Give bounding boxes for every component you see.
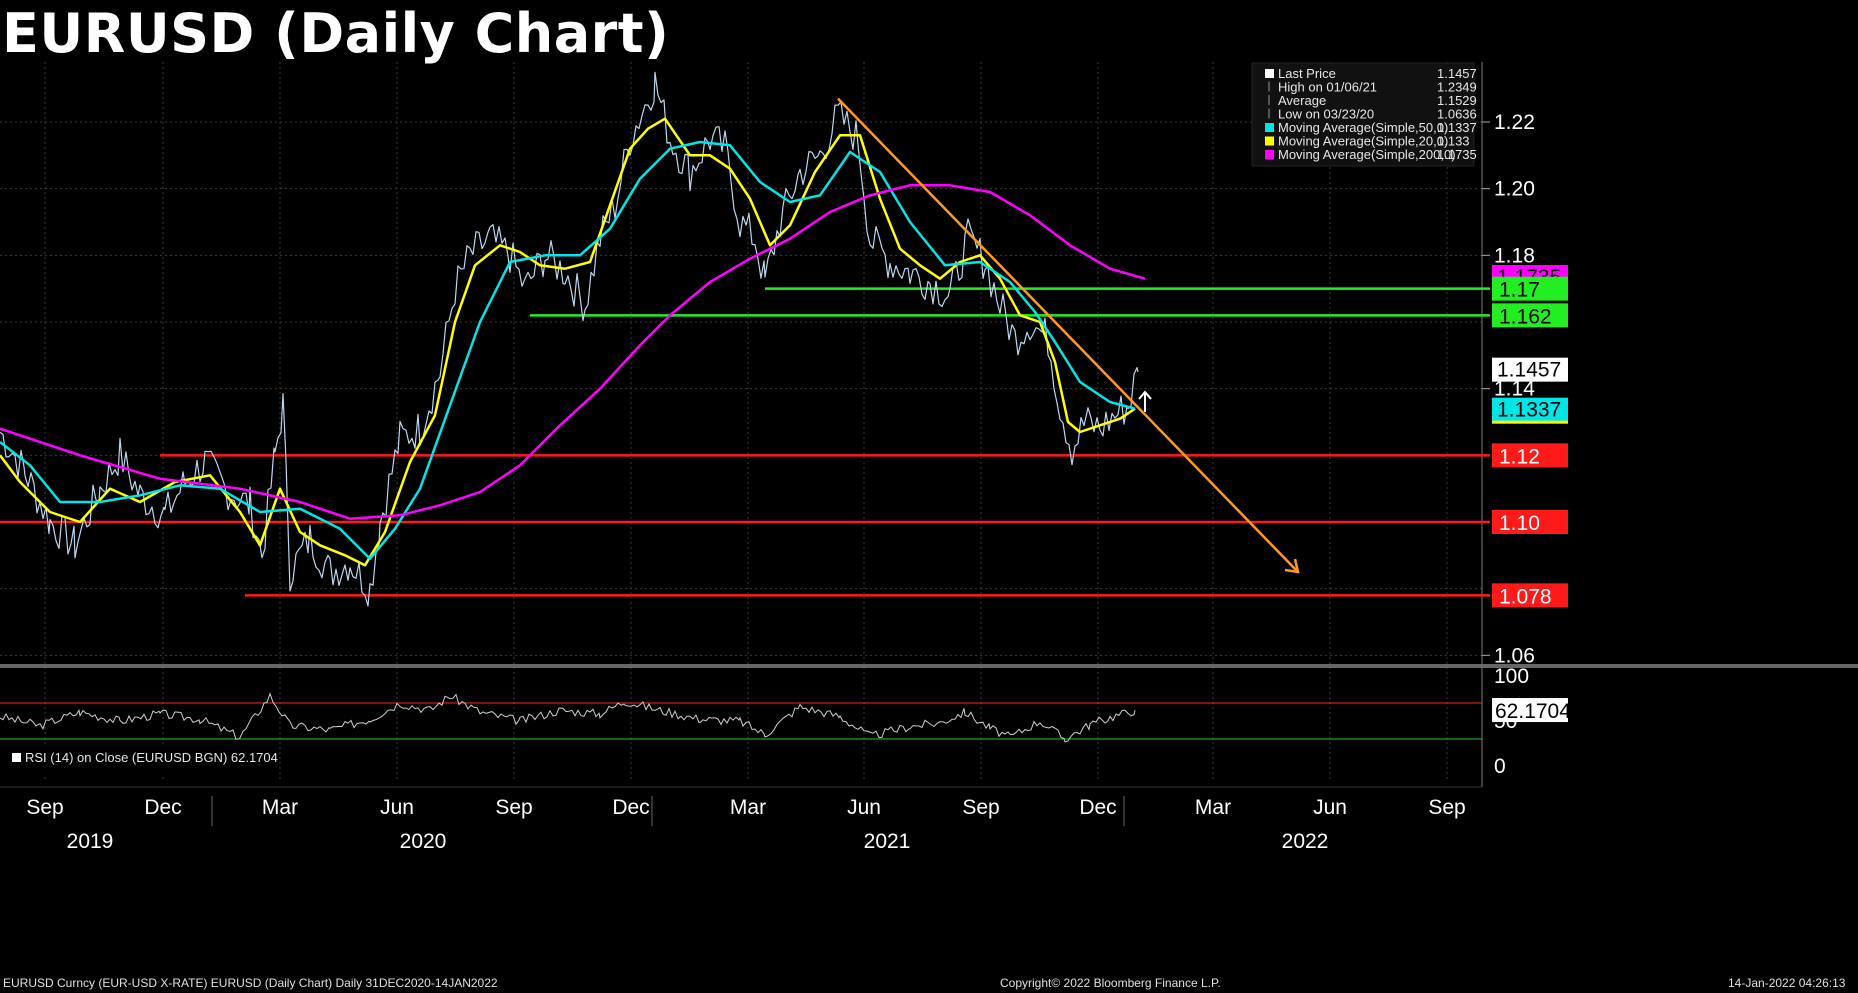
legend-swatch-4 — [1265, 123, 1274, 132]
trendline-arrowhead — [1284, 558, 1300, 574]
month-label-2: Mar — [262, 796, 298, 819]
legend-value-2: 1.1529 — [1437, 93, 1477, 108]
legend-value-0: 1.1457 — [1437, 66, 1477, 81]
level-tag-1-bg — [1492, 303, 1568, 328]
series-moving-average-simple-50-0- — [0, 140, 1136, 560]
level-tag-4-text: 1.078 — [1499, 585, 1552, 608]
ytick-label-4: 1.06 — [1494, 644, 1535, 667]
support-resistance-lines — [0, 287, 1490, 597]
level-tag-0-bg — [1492, 276, 1568, 301]
legend-box: Last Price 1.1457 High on 01/06/21 1.2349 Av… — [1251, 62, 1477, 167]
month-label-10: Mar — [1195, 796, 1231, 819]
series-last-price — [0, 71, 1139, 607]
rsi-label: RSI (14) on Close (EURUSD BGN) 62.1704 — [25, 750, 278, 765]
rsi-line — [0, 692, 1136, 743]
footer-center: Copyright© 2022 Bloomberg Finance L.P. — [1000, 976, 1221, 990]
rsi-label-swatch — [12, 753, 21, 762]
legend-bg — [1251, 62, 1475, 167]
level-tag-4-bg — [1492, 583, 1568, 608]
value-tag-0-text: 1.1457 — [1497, 359, 1561, 382]
legend-name-5: Moving Average(Simple,20,0) — [1278, 134, 1448, 149]
ytick-label-0: 1.22 — [1494, 111, 1535, 134]
value-tag-0-bg — [1492, 357, 1568, 382]
footer-right: 14-Jan-2022 04:26:13 — [1728, 976, 1846, 990]
month-label-3: Jun — [380, 796, 414, 819]
rsi-last-tag-bg — [1492, 698, 1568, 723]
trendline — [837, 97, 1300, 574]
footer-left: EURUSD Curncy (EUR-USD X-RATE) EURUSD (D… — [3, 976, 498, 990]
month-label-8: Sep — [962, 796, 999, 819]
month-label-11: Jun — [1313, 796, 1347, 819]
series-moving-average-simple-20-0- — [0, 117, 1136, 567]
legend-value-4: 1.1337 — [1437, 120, 1477, 135]
ytick-label-1: 1.20 — [1494, 178, 1535, 201]
footer: EURUSD Curncy (EUR-USD X-RATE) EURUSD (D… — [3, 976, 1846, 990]
legend-swatch-6 — [1265, 150, 1274, 159]
rsi-ytick-0: 100 — [1494, 665, 1529, 688]
legend-name-6: Moving Average(Simple,200,0) — [1278, 147, 1456, 162]
level-tag-0-text: 1.17 — [1499, 279, 1540, 302]
ma20-tag-strip — [1492, 420, 1568, 424]
month-label-7: Jun — [847, 796, 881, 819]
month-label-1: Dec — [144, 796, 181, 819]
level-tag-2-bg — [1492, 443, 1568, 468]
legend-swatch-0 — [1265, 69, 1274, 78]
chart-title: EURUSD (Daily Chart) — [2, 2, 670, 65]
up-arrow-icon — [1138, 390, 1152, 412]
year-label-3: 2022 — [1282, 830, 1329, 853]
month-label-12: Sep — [1428, 796, 1465, 819]
legend-value-5: 1.133 — [1437, 134, 1470, 149]
year-label-0: 2019 — [67, 830, 114, 853]
price-series — [0, 71, 1152, 607]
series-moving-average-simple-200-0- — [0, 184, 1146, 520]
legend-name-0: Last Price — [1278, 66, 1336, 81]
legend-name-1: High on 01/06/21 — [1278, 80, 1377, 95]
year-label-2: 2021 — [864, 830, 911, 853]
level-tag-3-text: 1.10 — [1499, 512, 1540, 535]
level-tag-3-bg — [1492, 510, 1568, 534]
time-axis: Sep Dec Mar Jun Sep Dec Mar Jun Sep Dec Mar Jun Sep2… — [26, 796, 1466, 853]
legend-value-6: 1.1735 — [1437, 147, 1477, 162]
legend-name-4: Moving Average(Simple,50,0) — [1278, 120, 1448, 135]
legend-swatch-5 — [1265, 136, 1274, 146]
legend-value-1: 1.2349 — [1437, 80, 1477, 95]
rsi-last-tag-text: 62.1704 — [1495, 700, 1571, 723]
month-label-5: Dec — [612, 796, 649, 819]
level-tag-2-text: 1.12 — [1499, 445, 1540, 468]
rsi-label-bg — [3, 744, 265, 774]
price-axis: 1.22 1.20 1.18 1.14 1.06 — [1482, 111, 1535, 667]
month-label-9: Dec — [1079, 796, 1116, 819]
ytick-label-2: 1.18 — [1494, 244, 1535, 267]
month-label-0: Sep — [26, 796, 63, 819]
year-label-1: 2020 — [400, 830, 447, 853]
rsi-ytick-2: 0 — [1494, 755, 1506, 778]
value-tag-1-text: 1.1337 — [1497, 399, 1561, 422]
month-label-4: Sep — [495, 796, 532, 819]
legend-name-3: Low on 03/23/20 — [1278, 107, 1374, 122]
trendline-line — [837, 97, 1299, 573]
ytick-label-3: 1.14 — [1494, 378, 1535, 401]
month-label-6: Mar — [730, 796, 766, 819]
legend-name-2: Average — [1278, 93, 1326, 108]
grid-lines — [0, 62, 1858, 788]
legend-value-3: 1.0636 — [1437, 107, 1477, 122]
level-tag-1-text: 1.162 — [1499, 305, 1552, 328]
value-tag-1-bg — [1492, 397, 1568, 422]
